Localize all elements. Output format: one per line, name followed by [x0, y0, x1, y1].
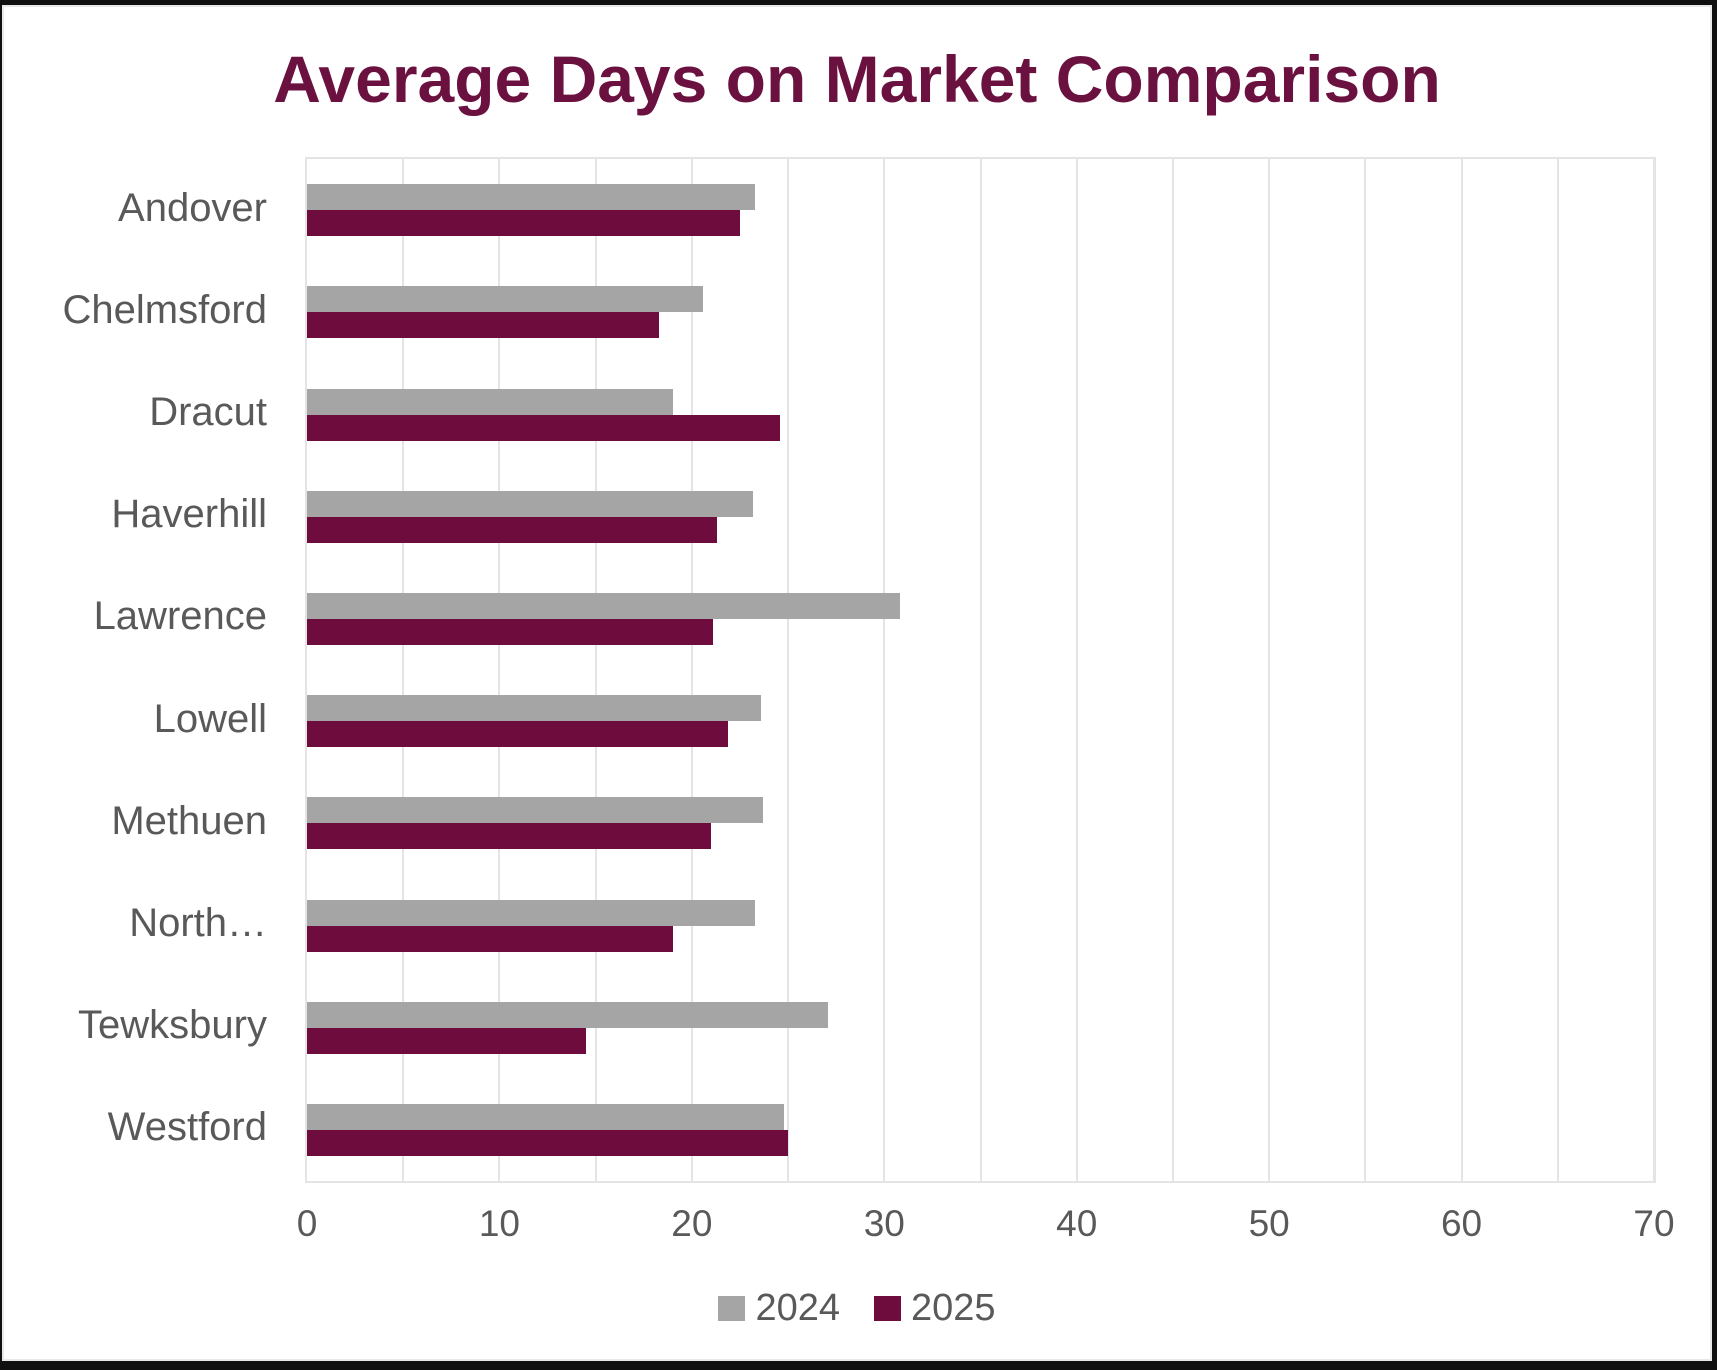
bar-2024-north: [307, 899, 756, 926]
bar-2025-tewksbury: [307, 1027, 587, 1054]
category-label: Methuen: [111, 798, 267, 843]
gridline-25: [787, 159, 790, 1181]
category-label: Lawrence: [93, 594, 267, 639]
y-axis-category-labels: Andover Chelmsford Dracut Haverhill Lawrence…: [2, 157, 267, 1183]
legend-swatch-2024: [718, 1296, 746, 1321]
x-tick-label-60: 60: [1440, 1203, 1483, 1244]
legend-label-2024: 2024: [755, 1287, 840, 1329]
category-label: Chelmsford: [62, 287, 267, 332]
bar-2024-chelmsford: [307, 286, 704, 313]
x-tick-label-10: 10: [478, 1203, 520, 1244]
chart-title: Average Days on Market Comparison: [273, 42, 1441, 116]
gridline-65: [1556, 159, 1559, 1181]
category-label: North…: [129, 900, 267, 945]
bar-2024-tewksbury: [307, 1001, 829, 1028]
category-label: Lowell: [153, 696, 267, 741]
gridline-10: [498, 159, 501, 1181]
bar-2025-dracut: [307, 414, 781, 441]
gridline-55: [1364, 159, 1367, 1181]
bar-2024-dracut: [307, 388, 673, 415]
gridline-5: [402, 159, 405, 1181]
bar-2025-methuen: [307, 823, 712, 850]
gridline-20: [690, 159, 693, 1181]
category-label: Haverhill: [111, 492, 267, 537]
bar-2025-north: [307, 925, 673, 952]
bar-2025-chelmsford: [307, 312, 660, 339]
x-axis-tick-labels: 0 10 20 30 40 50 60 70: [297, 1203, 1675, 1259]
gridline-30: [883, 159, 886, 1181]
gridline-15: [594, 159, 597, 1181]
gridline-50: [1268, 159, 1271, 1181]
x-tick-label-70: 70: [1633, 1203, 1675, 1244]
x-tick-label-30: 30: [863, 1203, 905, 1244]
bar-2025-andover: [307, 210, 740, 237]
bar-2024-westford: [307, 1103, 785, 1130]
x-tick-label-0: 0: [296, 1203, 318, 1244]
bar-2024-haverhill: [307, 490, 754, 517]
x-tick-label-20: 20: [671, 1203, 713, 1244]
gridline-40: [1075, 159, 1078, 1181]
gridline-60: [1460, 159, 1463, 1181]
bar-2024-lawrence: [307, 592, 900, 619]
plot-area: [305, 157, 1656, 1183]
gridline-35: [979, 159, 982, 1181]
legend: 2024 2025: [2, 1287, 1712, 1330]
category-label: Andover: [118, 185, 267, 230]
gridline-45: [1171, 159, 1174, 1181]
category-label: Dracut: [149, 389, 267, 434]
legend-item-2025: 2025: [874, 1287, 996, 1330]
gridline-70: [1653, 159, 1655, 1181]
category-label: Tewksbury: [78, 1003, 267, 1048]
bar-2024-andover: [307, 184, 756, 211]
category-label: Westford: [107, 1105, 267, 1150]
bar-2025-lowell: [307, 721, 729, 748]
bar-2025-westford: [307, 1129, 789, 1156]
bar-2024-methuen: [307, 797, 764, 824]
legend-item-2024: 2024: [718, 1287, 840, 1330]
legend-label-2025: 2025: [911, 1287, 996, 1329]
bar-2024-lowell: [307, 695, 762, 722]
x-tick-label-50: 50: [1248, 1203, 1290, 1244]
legend-swatch-2025: [874, 1296, 901, 1321]
x-tick-label-40: 40: [1056, 1203, 1098, 1244]
bar-2025-haverhill: [307, 516, 717, 543]
bar-2025-lawrence: [307, 618, 714, 645]
